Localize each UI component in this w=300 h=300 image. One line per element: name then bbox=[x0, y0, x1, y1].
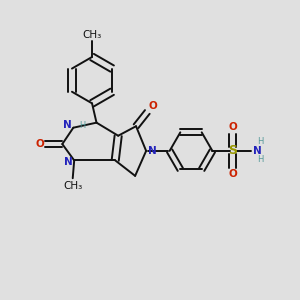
Text: O: O bbox=[228, 169, 237, 179]
Text: N: N bbox=[63, 120, 72, 130]
Text: O: O bbox=[35, 139, 44, 149]
Text: S: S bbox=[228, 144, 237, 158]
Text: N: N bbox=[148, 146, 157, 156]
Text: O: O bbox=[228, 122, 237, 133]
Text: H: H bbox=[72, 121, 86, 130]
Text: O: O bbox=[148, 101, 157, 111]
Text: N: N bbox=[64, 157, 73, 167]
Text: H: H bbox=[257, 137, 263, 146]
Text: N: N bbox=[253, 146, 262, 156]
Text: CH₃: CH₃ bbox=[63, 181, 82, 190]
Text: CH₃: CH₃ bbox=[82, 30, 102, 40]
Text: H: H bbox=[257, 155, 263, 164]
